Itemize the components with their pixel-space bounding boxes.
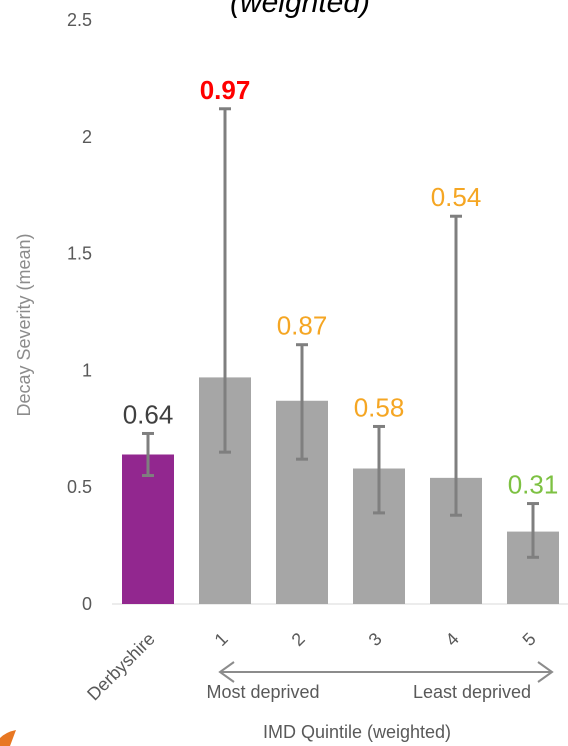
y-axis-label: Decay Severity (mean) xyxy=(14,233,34,416)
bar xyxy=(122,454,174,604)
x-tick-label: 1 xyxy=(211,629,232,650)
deprivation-arrow xyxy=(218,661,554,683)
x-tick-label: 5 xyxy=(519,629,540,650)
data-label: 0.31 xyxy=(508,470,559,500)
x-axis-label: IMD Quintile (weighted) xyxy=(263,722,451,742)
x-tick-label: 2 xyxy=(288,629,309,650)
y-tick-label: 1.5 xyxy=(67,244,92,264)
data-label: 0.97 xyxy=(200,75,251,105)
y-tick-label: 2 xyxy=(82,127,92,147)
y-tick-label: 1 xyxy=(82,360,92,380)
data-label: 0.58 xyxy=(354,392,405,422)
arrow-right-label: Least deprived xyxy=(413,682,531,702)
x-tick-label: 4 xyxy=(442,629,463,650)
y-tick-label: 2.5 xyxy=(67,10,92,30)
data-label: 0.54 xyxy=(431,182,482,212)
y-tick-label: 0 xyxy=(82,594,92,614)
data-label: 0.64 xyxy=(123,399,174,429)
x-tick-label: 3 xyxy=(365,629,386,650)
data-label: 0.87 xyxy=(277,311,328,341)
corner-accent xyxy=(0,730,16,746)
chart-title: (weighted) xyxy=(230,0,370,19)
arrow-left-label: Most deprived xyxy=(206,682,319,702)
x-tick-label: Derbyshire xyxy=(83,629,159,705)
y-tick-label: 0.5 xyxy=(67,477,92,497)
